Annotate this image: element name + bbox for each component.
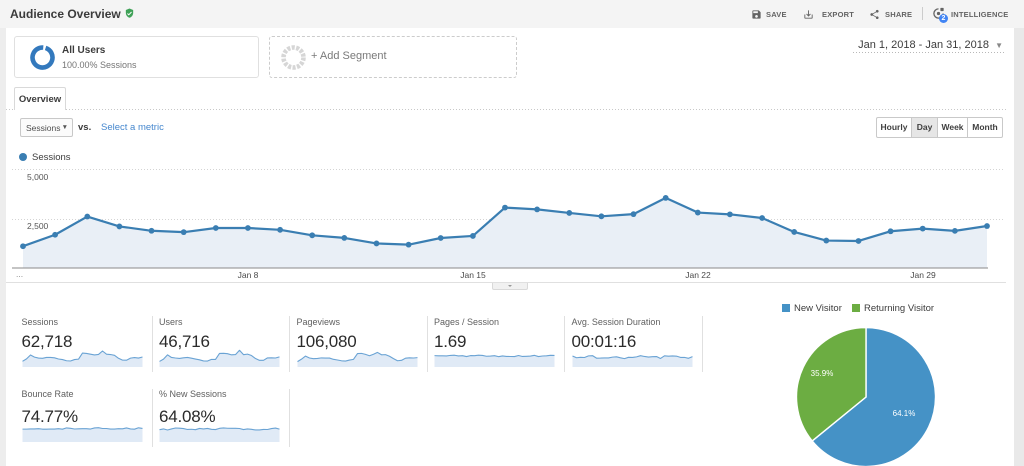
svg-text:35.9%: 35.9%: [811, 369, 834, 378]
svg-text:64.1%: 64.1%: [893, 409, 916, 418]
